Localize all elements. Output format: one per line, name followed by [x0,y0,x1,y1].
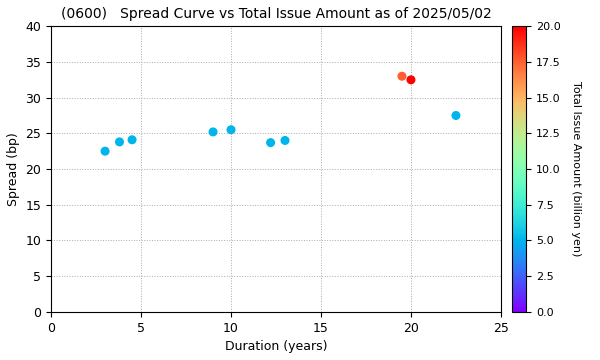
Point [127,137,137,143]
Point [100,148,110,154]
Point [208,129,218,135]
Point [451,113,461,118]
Point [397,73,407,79]
Title: (0600)   Spread Curve vs Total Issue Amount as of 2025/05/02: (0600) Spread Curve vs Total Issue Amoun… [61,7,491,21]
Point [280,138,290,143]
Point [115,139,124,145]
Point [226,127,236,132]
Y-axis label: Spread (bp): Spread (bp) [7,132,20,206]
Y-axis label: Total Issue Amount (billion yen): Total Issue Amount (billion yen) [571,81,581,257]
X-axis label: Duration (years): Duration (years) [225,340,327,353]
Point [406,77,416,83]
Point [266,140,275,145]
